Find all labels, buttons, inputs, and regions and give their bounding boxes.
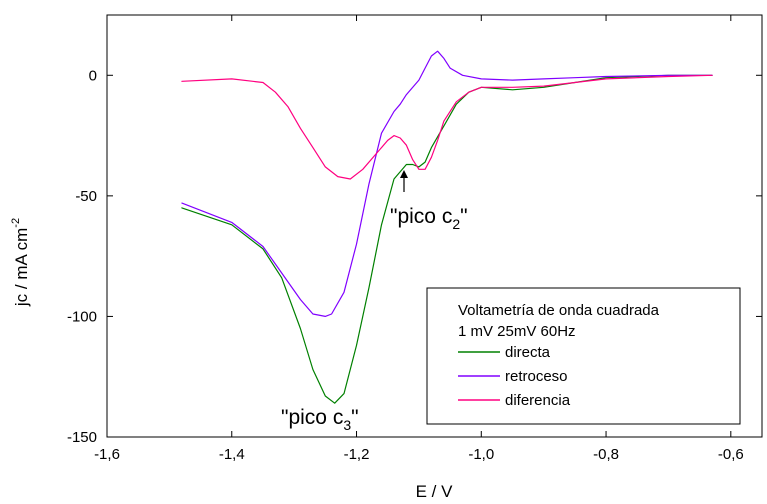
x-tick-label: -1,6	[94, 446, 120, 463]
annotation-pico-c2-close: "	[460, 205, 467, 228]
annotation-pico-c2-main: "pico c	[390, 205, 452, 228]
y-tick-label: 0	[89, 67, 97, 84]
series-line-diferencia	[181, 74, 713, 180]
series-layer	[181, 50, 713, 404]
x-axis-title: E / V	[416, 482, 454, 501]
x-tick-label: -1,2	[344, 446, 370, 463]
annotation-pico-c2: "pico c2"	[390, 170, 468, 232]
legend-label-diferencia: diferencia	[505, 392, 571, 409]
series-line-directa	[181, 74, 713, 404]
annotation-pico-c3-sub: 3	[343, 417, 351, 433]
x-tick-label: -1,0	[468, 446, 494, 463]
legend-label-retroceso: retroceso	[505, 368, 568, 385]
y-tick-label: -50	[75, 188, 97, 205]
y-tick-label: -100	[67, 308, 97, 325]
y-axis: 0 -50 -100 -150	[67, 67, 762, 446]
y-axis-title: jc / mA cm-2	[10, 218, 31, 307]
legend-title-line2: 1 mV 25mV 60Hz	[458, 323, 576, 340]
annotation-pico-c3-main: "pico c	[281, 406, 343, 429]
annotation-pico-c2-text: "pico c2"	[390, 205, 468, 232]
legend-box	[426, 287, 741, 425]
y-tick-label: -150	[67, 429, 97, 446]
x-tick-label: -1,4	[219, 446, 245, 463]
annotation-pico-c3-close: "	[351, 406, 358, 429]
x-tick-label: -0,8	[593, 446, 619, 463]
x-tick-label: -0,6	[718, 446, 744, 463]
annotation-pico-c2-sub: 2	[452, 216, 460, 232]
plot-frame	[106, 14, 763, 438]
x-axis: -1,6 -1,4 -1,2 -1,0 -0,8 -0,6	[94, 15, 744, 463]
legend: Voltametría de onda cuadrada 1 mV 25mV 6…	[426, 287, 741, 425]
series-line-retroceso	[181, 50, 713, 317]
annotation-arrow-head	[400, 170, 408, 178]
y-axis-title-sup: -2	[10, 218, 22, 228]
legend-label-directa: directa	[505, 344, 551, 361]
y-axis-title-main: jc / mA cm	[12, 228, 31, 307]
annotation-pico-c3-text: "pico c3"	[281, 406, 359, 433]
legend-items: directa retroceso diferencia	[458, 344, 571, 409]
legend-title-line1: Voltametría de onda cuadrada	[458, 302, 660, 319]
